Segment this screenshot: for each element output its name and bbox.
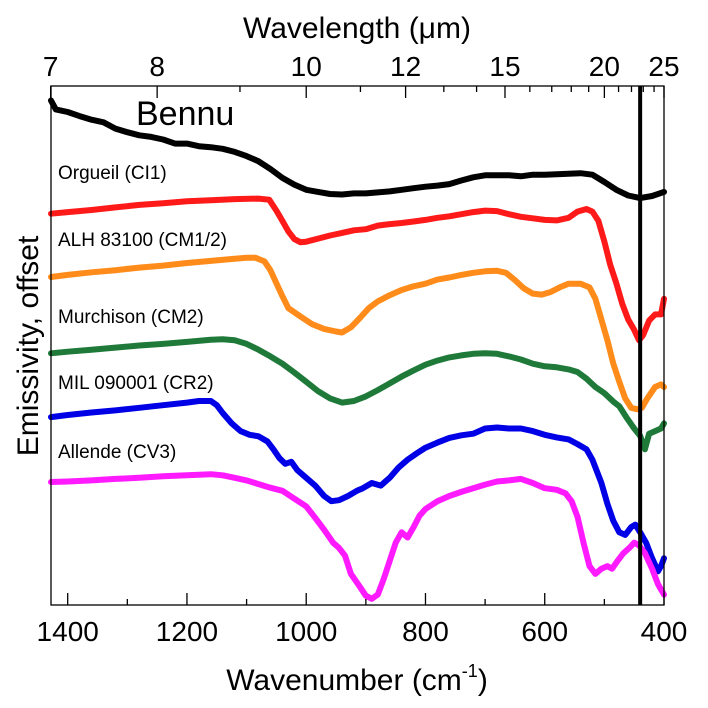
series-labels: Bennu Orgueil (CI1) ALH 83100 (CM1/2) Murch… — [58, 95, 234, 463]
y-axis-title: Emissivity, offset — [12, 235, 45, 456]
x2-tick-label: 20 — [589, 51, 620, 82]
series-layer — [48, 97, 667, 602]
series-label-orgueil-ci1: Orgueil (CI1) — [58, 163, 167, 184]
x-axis-title: Wavenumber (cm-1) — [226, 661, 488, 697]
series-label-mil-090001-cr2: MIL 090001 (CR2) — [58, 373, 214, 394]
series-label-bennu: Bennu — [136, 95, 234, 133]
x-tick-label: 1200 — [156, 616, 218, 647]
plot-frame — [50, 85, 665, 606]
x-axis-title-superscript: -1 — [462, 661, 478, 681]
series-label-allende-cv3: Allende (CV3) — [58, 442, 176, 463]
series-label-murchison-cm2: Murchison (CM2) — [58, 307, 204, 328]
series-label-alh-83100-cm1-2: ALH 83100 (CM1/2) — [58, 230, 227, 251]
series-line-murchison-cm2 — [48, 336, 667, 453]
x2-tick-label: 8 — [149, 51, 165, 82]
series-line-orgueil-ci1 — [48, 195, 667, 344]
series-line-mil-090001-cr2 — [48, 398, 667, 575]
x-axis-title-close: ) — [478, 664, 488, 697]
x2-tick-label: 10 — [291, 51, 322, 82]
x2-tick-label: 7 — [43, 51, 59, 82]
series-line-alh-83100-cm1-2 — [48, 254, 667, 413]
series-line-bennu — [48, 97, 667, 202]
x-tick-label: 1400 — [37, 616, 99, 647]
x-tick-label: 1000 — [275, 616, 337, 647]
x2-axis-ticks: 7 8 10 12 15 20 25 — [43, 51, 680, 98]
x2-axis-title: Wavelength (μm) — [243, 12, 471, 45]
x-tick-label: 400 — [641, 616, 688, 647]
x-axis-title-main: Wavenumber (cm — [226, 664, 462, 697]
x2-tick-label: 12 — [390, 51, 421, 82]
x2-tick-label: 25 — [648, 51, 679, 82]
x-axis-ticks: 1400 1200 1000 800 600 400 — [37, 593, 688, 647]
x-tick-label: 800 — [402, 616, 449, 647]
x-tick-label: 600 — [521, 616, 568, 647]
series-line-allende-cv3 — [48, 471, 667, 602]
x2-tick-label: 15 — [489, 51, 520, 82]
